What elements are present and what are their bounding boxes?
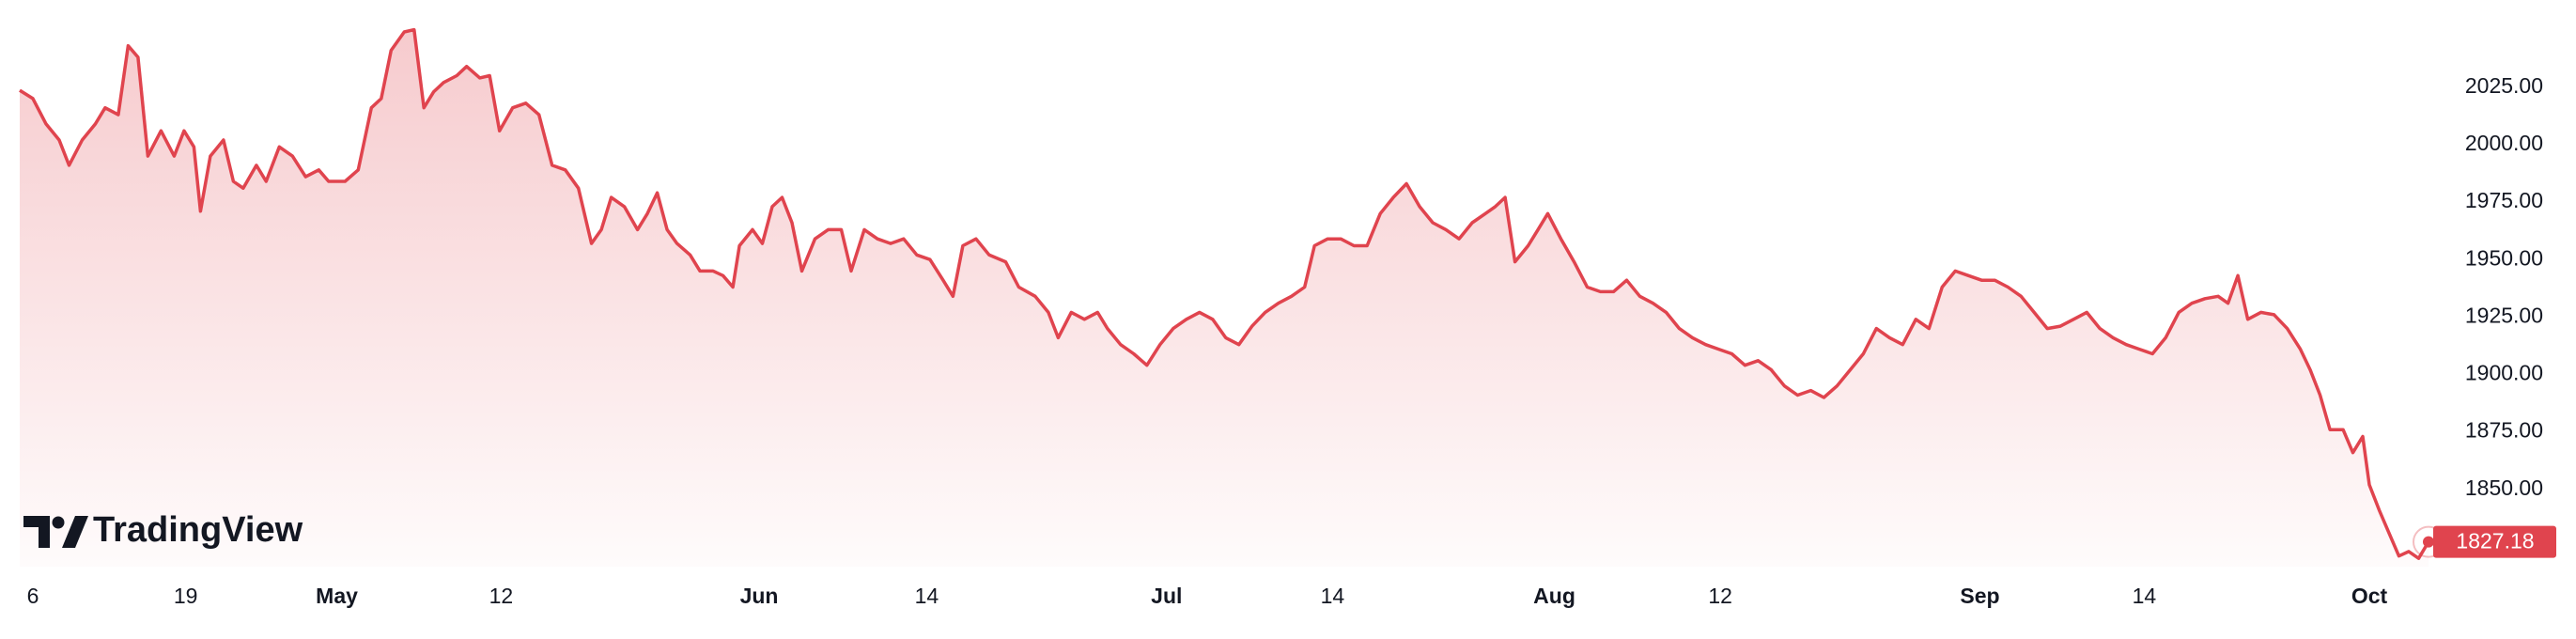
x-tick-label: Jun: [740, 584, 779, 608]
area: [20, 29, 2429, 568]
logo-icon: [23, 516, 50, 548]
price-line: [19, 27, 2430, 560]
x-tick-label: Jul: [1151, 584, 1182, 608]
y-tick-label: 1975.00: [2465, 188, 2543, 212]
y-tick-label: 1950.00: [2465, 245, 2543, 270]
x-tick-label: 14: [915, 584, 939, 608]
x-tick-label: 6: [27, 584, 39, 608]
x-tick-label: Oct: [2351, 584, 2388, 608]
y-tick-label: 1900.00: [2465, 361, 2543, 385]
last-price-label: 1827.18: [2456, 529, 2534, 553]
y-tick-label: 1925.00: [2465, 303, 2543, 327]
x-tick-label: 19: [174, 584, 198, 608]
x-tick-label: 14: [1321, 584, 1345, 608]
logo-icon-dot: [52, 516, 65, 529]
watermark: TradingView: [93, 510, 303, 550]
x-tick-label: 14: [2133, 584, 2157, 608]
x-tick-label: 12: [489, 584, 514, 608]
logo-icon-slash: [62, 516, 88, 548]
y-tick-label: 2000.00: [2465, 131, 2543, 155]
y-tick-label: 2025.00: [2465, 73, 2543, 98]
last-price-badge: [2433, 525, 2556, 558]
y-tick-label: 1850.00: [2465, 475, 2543, 500]
y-tick-label: 1875.00: [2465, 418, 2543, 443]
logo: TradingView: [23, 510, 303, 550]
x-tick-label: Aug: [1533, 584, 1575, 608]
x-tick-label: Sep: [1960, 584, 1999, 608]
x-tick-label: 12: [1708, 584, 1732, 608]
x-tick-label: May: [316, 584, 358, 608]
last-point: [2423, 536, 2434, 548]
